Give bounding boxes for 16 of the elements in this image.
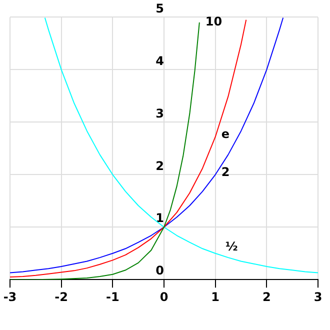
series-label: 10 — [205, 14, 222, 29]
series-label: 2 — [221, 164, 230, 179]
y-tick-label: 1 — [156, 211, 164, 226]
x-tick-label: -1 — [106, 290, 120, 304]
x-tick-label: -2 — [54, 290, 68, 304]
x-tick-label: -3 — [3, 290, 17, 304]
y-tick-label: 3 — [156, 106, 164, 120]
series-label: e — [221, 126, 230, 141]
y-tick-label: 0 — [156, 264, 164, 278]
y-tick-label: 4 — [156, 54, 164, 68]
x-tick-label: 3 — [314, 290, 322, 304]
y-tick-label: 2 — [156, 158, 164, 173]
x-tick-label: 1 — [211, 290, 220, 304]
series-label: ½ — [225, 239, 238, 254]
y-tick-label: 5 — [156, 1, 164, 16]
x-tick-label: 2 — [262, 290, 271, 304]
